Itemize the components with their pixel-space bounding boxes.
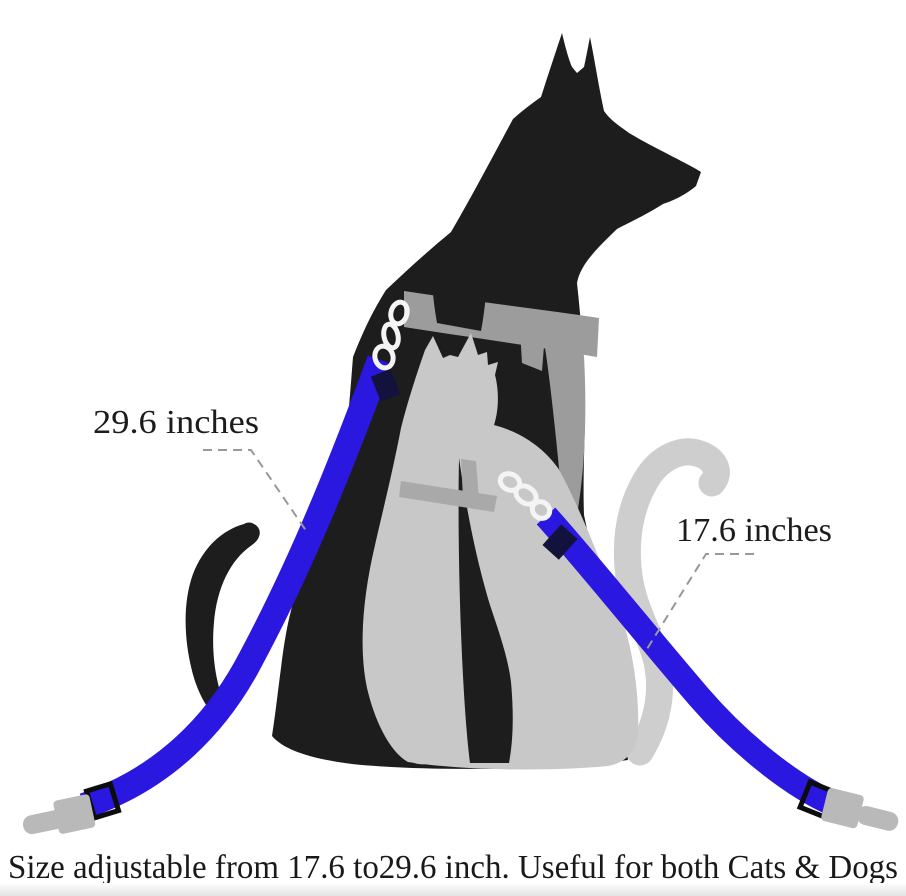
clip-snap-hook bbox=[372, 343, 396, 371]
dog-foreleg-gap-shape bbox=[458, 458, 513, 763]
cat-leash-measure-label: 17.6 inches bbox=[676, 512, 832, 549]
cat-tail-shape bbox=[613, 438, 730, 766]
cat-leash-strap bbox=[536, 507, 840, 816]
cat-leash-seatbelt-tongue bbox=[821, 787, 899, 831]
bottom-shadow-strip bbox=[0, 883, 906, 896]
cat-harness bbox=[399, 459, 497, 512]
dog-leash-adjuster-buckle bbox=[370, 368, 401, 402]
dog-leash-measure-label: 29.6 inches bbox=[93, 404, 259, 441]
cat-leash-clip bbox=[497, 471, 553, 521]
dog-harness-side-panel bbox=[544, 323, 586, 509]
cat-leash-adjuster-buckle bbox=[542, 524, 578, 560]
dog-leash-measure-line bbox=[203, 449, 308, 533]
dog-harness-strap-wedge bbox=[520, 329, 545, 371]
dog-leash-strap bbox=[79, 355, 393, 819]
clip-snap-hook bbox=[529, 499, 553, 521]
cat-leash bbox=[497, 471, 899, 831]
caption-text: Size adjustable from 17.6 to29.6 inch. U… bbox=[8, 849, 898, 886]
cat-silhouette bbox=[362, 333, 639, 770]
cat-leash-measure-line bbox=[646, 553, 754, 650]
dog-leash-seatbelt-tongue bbox=[22, 794, 96, 835]
dog-harness-neck-strap bbox=[432, 272, 487, 331]
tongue-stem bbox=[856, 806, 899, 831]
dog-leash bbox=[22, 299, 410, 835]
tongue-stem bbox=[22, 810, 65, 835]
tongue-plate bbox=[821, 787, 864, 829]
cat-harness-body-band bbox=[399, 481, 497, 512]
cat-harness-shoulder-strap bbox=[461, 459, 479, 500]
dog-tail-shape bbox=[185, 522, 260, 718]
dog-leash-clip bbox=[372, 299, 410, 371]
tongue-plate bbox=[53, 794, 96, 834]
dog-harness bbox=[404, 272, 599, 509]
clip-ring bbox=[388, 299, 410, 327]
cat-front-leg-shape bbox=[399, 442, 459, 765]
clip-link bbox=[381, 321, 401, 351]
